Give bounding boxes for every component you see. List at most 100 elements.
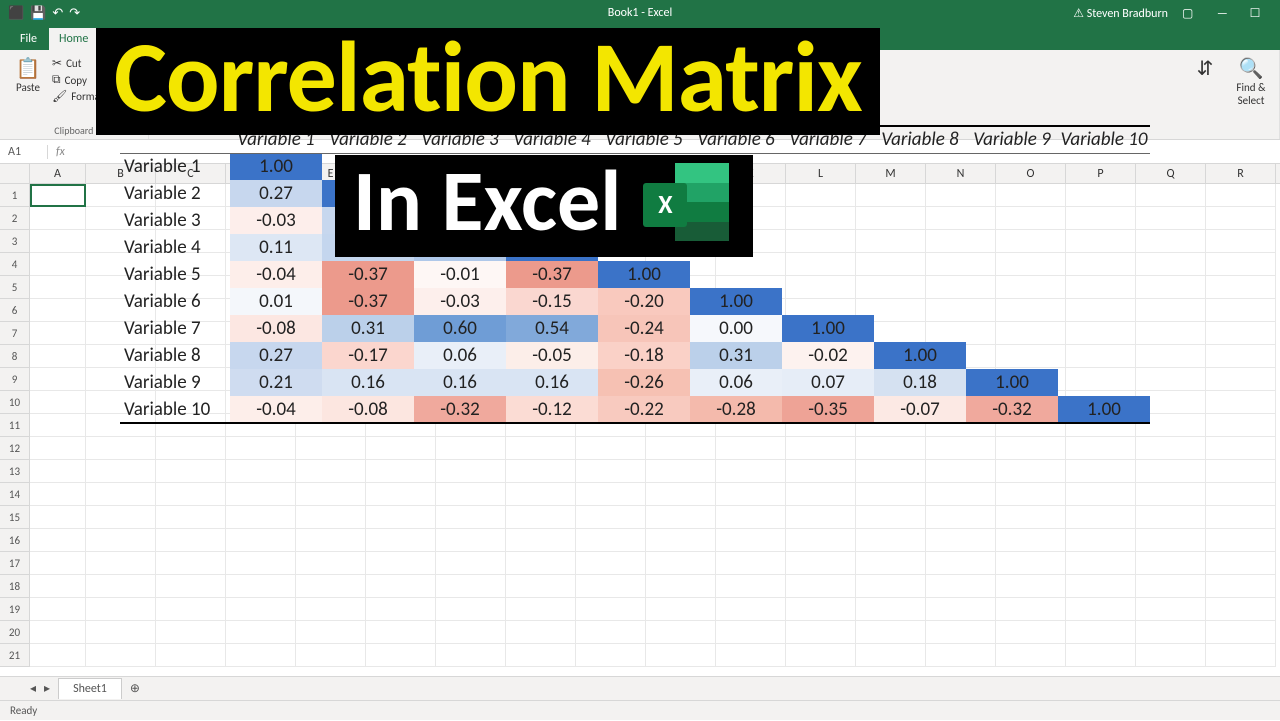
cell[interactable] — [716, 483, 786, 506]
cell[interactable] — [156, 621, 226, 644]
cell[interactable] — [1206, 483, 1276, 506]
cell[interactable] — [30, 368, 86, 391]
cell[interactable] — [30, 414, 86, 437]
cell[interactable] — [30, 644, 86, 667]
cell[interactable] — [86, 621, 156, 644]
cell[interactable] — [1206, 621, 1276, 644]
cell[interactable] — [30, 621, 86, 644]
cell[interactable] — [156, 644, 226, 667]
cell[interactable] — [576, 552, 646, 575]
cell[interactable] — [1136, 644, 1206, 667]
cell[interactable] — [226, 437, 296, 460]
row-header[interactable]: 4 — [0, 253, 29, 276]
cell[interactable] — [1206, 529, 1276, 552]
cell[interactable] — [646, 621, 716, 644]
cell[interactable] — [1206, 184, 1276, 207]
cell[interactable] — [296, 575, 366, 598]
cell[interactable] — [926, 644, 996, 667]
cell[interactable] — [786, 621, 856, 644]
cell[interactable] — [1066, 506, 1136, 529]
cell[interactable] — [856, 506, 926, 529]
cell[interactable] — [296, 598, 366, 621]
cell[interactable] — [506, 598, 576, 621]
cell[interactable] — [646, 506, 716, 529]
cell[interactable] — [1206, 207, 1276, 230]
cell[interactable] — [156, 552, 226, 575]
cell[interactable] — [716, 575, 786, 598]
cell[interactable] — [86, 437, 156, 460]
cell[interactable] — [1136, 621, 1206, 644]
cell[interactable] — [1206, 391, 1276, 414]
cell[interactable] — [576, 460, 646, 483]
cell[interactable] — [576, 644, 646, 667]
cell[interactable] — [30, 299, 86, 322]
cell[interactable] — [156, 506, 226, 529]
cell[interactable] — [30, 391, 86, 414]
cell[interactable] — [296, 506, 366, 529]
cell[interactable] — [856, 483, 926, 506]
cell[interactable] — [1206, 552, 1276, 575]
sort-filter-button[interactable]: ⇵ — [1187, 56, 1223, 81]
tab-file[interactable]: File — [10, 28, 47, 50]
cell[interactable] — [30, 207, 86, 230]
cell[interactable] — [646, 483, 716, 506]
cell[interactable] — [576, 529, 646, 552]
cell[interactable] — [786, 644, 856, 667]
cell[interactable] — [30, 552, 86, 575]
row-header[interactable]: 10 — [0, 391, 29, 414]
cell[interactable] — [716, 437, 786, 460]
cell[interactable] — [996, 483, 1066, 506]
cell[interactable] — [30, 253, 86, 276]
cell[interactable] — [1206, 644, 1276, 667]
cell[interactable] — [436, 529, 506, 552]
cell[interactable] — [1206, 276, 1276, 299]
paste-button[interactable]: 📋 Paste — [10, 56, 46, 94]
cell[interactable] — [1066, 598, 1136, 621]
cell[interactable] — [366, 437, 436, 460]
row-header[interactable]: 8 — [0, 345, 29, 368]
cell[interactable] — [1136, 460, 1206, 483]
cell[interactable] — [296, 552, 366, 575]
cell[interactable] — [786, 437, 856, 460]
cell[interactable] — [856, 598, 926, 621]
cell[interactable] — [296, 483, 366, 506]
cell[interactable] — [506, 621, 576, 644]
cell[interactable] — [856, 460, 926, 483]
cell[interactable] — [30, 230, 86, 253]
cell[interactable] — [576, 621, 646, 644]
cell[interactable] — [926, 437, 996, 460]
cell[interactable] — [786, 575, 856, 598]
name-box[interactable]: A1 — [0, 145, 48, 159]
cell[interactable] — [86, 506, 156, 529]
cell[interactable] — [926, 575, 996, 598]
cell[interactable] — [436, 483, 506, 506]
cell[interactable] — [716, 529, 786, 552]
cell[interactable] — [86, 598, 156, 621]
cell[interactable] — [786, 506, 856, 529]
cell[interactable] — [506, 575, 576, 598]
cell[interactable] — [226, 621, 296, 644]
cell[interactable] — [436, 437, 506, 460]
cell[interactable] — [226, 529, 296, 552]
cell[interactable] — [1206, 230, 1276, 253]
cell[interactable] — [716, 506, 786, 529]
cell[interactable] — [226, 506, 296, 529]
cell[interactable] — [576, 506, 646, 529]
cell[interactable] — [1066, 529, 1136, 552]
cell[interactable] — [296, 460, 366, 483]
row-header[interactable]: 6 — [0, 299, 29, 322]
cell[interactable] — [926, 506, 996, 529]
autosave-toggle[interactable]: ⬛ — [8, 6, 24, 21]
cell[interactable] — [30, 506, 86, 529]
cell[interactable] — [1206, 598, 1276, 621]
fx-label[interactable]: fx — [48, 145, 73, 159]
cell[interactable] — [156, 437, 226, 460]
row-header[interactable]: 3 — [0, 230, 29, 253]
cell[interactable] — [366, 506, 436, 529]
cell[interactable] — [86, 575, 156, 598]
cell[interactable] — [1066, 644, 1136, 667]
tab-home[interactable]: Home — [49, 28, 98, 50]
cell[interactable] — [996, 644, 1066, 667]
cell[interactable] — [506, 644, 576, 667]
cell[interactable] — [716, 598, 786, 621]
